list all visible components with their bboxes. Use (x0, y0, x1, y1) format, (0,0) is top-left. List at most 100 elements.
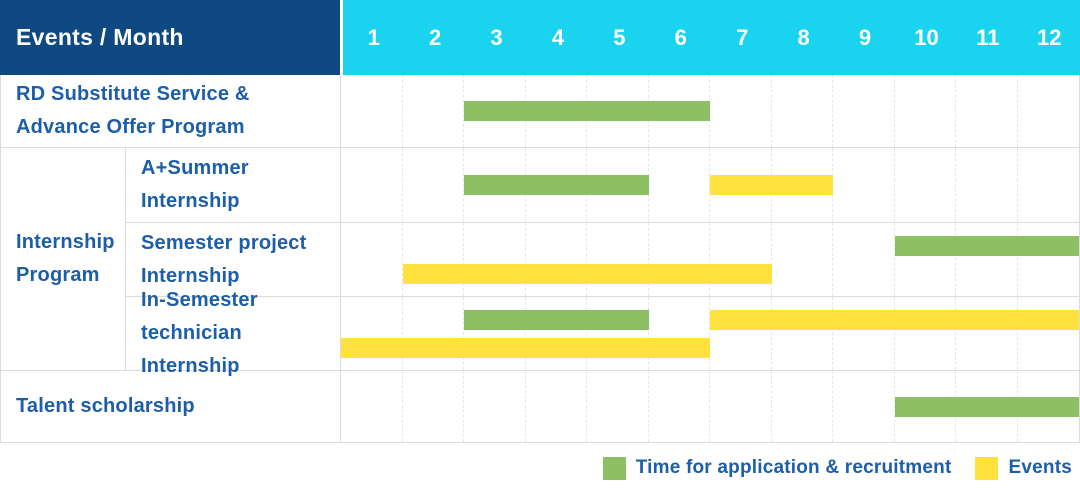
month-column (341, 148, 403, 222)
month-gridlines (341, 223, 1079, 296)
month-column (341, 75, 403, 147)
month-column (464, 371, 526, 442)
month-header-10: 10 (914, 24, 939, 50)
bar-lines (341, 371, 1079, 442)
bar-line (341, 309, 1079, 330)
month-header-3: 3 (490, 24, 503, 50)
month-column (403, 297, 464, 370)
row-chart-cell (340, 222, 1079, 296)
month-column (956, 297, 1018, 370)
row-label-line: Internship (141, 264, 240, 287)
row-label: Semester project Internship (125, 222, 340, 296)
legend-label: Time for application & recruitment (635, 457, 952, 478)
legend-swatch-green (602, 456, 626, 480)
month-column (587, 371, 649, 442)
row-chart-cell (340, 75, 1079, 147)
month-header-2: 2 (428, 24, 442, 50)
month-column (649, 371, 710, 442)
month-column (649, 223, 710, 296)
month-gridlines (341, 297, 1079, 370)
gantt-bar-green (894, 235, 1079, 256)
legend-item-application-recruitment: Time for application & recruitment (602, 456, 952, 480)
gantt-bar-yellow (710, 309, 1079, 330)
row-label-line: A+Summer (141, 157, 249, 179)
bar-lines (341, 148, 1079, 222)
month-column (833, 148, 895, 222)
row-label: RD Substitute Service & Advance Offer Pro… (1, 75, 340, 147)
month-column (649, 148, 710, 222)
month-column (956, 148, 1018, 222)
events-month-header: Events / Month (0, 0, 340, 75)
month-header-11: 11 (976, 24, 1000, 50)
row-label: Talent scholarship (1, 371, 340, 442)
gantt-row: RD Substitute Service & Advance Offer Pro… (1, 75, 1079, 147)
month-column (526, 223, 587, 296)
legend-label: Events (1008, 457, 1072, 478)
group-label-line: Program (16, 264, 100, 286)
month-column (956, 75, 1018, 147)
row-label-line: Talent scholarship (16, 395, 195, 417)
month-column (526, 371, 587, 442)
bar-line (341, 263, 1079, 284)
month-column (895, 297, 956, 370)
bar-lines (341, 75, 1079, 147)
row-chart-cell (340, 371, 1079, 442)
row-label-line: RD Substitute Service & (16, 83, 250, 105)
bar-lines (341, 223, 1079, 296)
month-header-4: 4 (551, 24, 565, 50)
month-column (895, 75, 956, 147)
month-column (710, 371, 772, 442)
month-column (895, 223, 956, 296)
month-column (403, 223, 464, 296)
month-column (772, 297, 833, 370)
month-column (403, 371, 464, 442)
row-label: In-Semester technician Internship (125, 289, 340, 377)
month-header-6: 6 (674, 24, 687, 50)
month-column (833, 75, 895, 147)
gantt-bar-green (894, 396, 1079, 417)
month-column (833, 297, 895, 370)
gantt-bar-green (464, 101, 710, 121)
month-column (710, 297, 772, 370)
month-column (587, 297, 649, 370)
month-column (464, 297, 526, 370)
month-header-5: 5 (613, 24, 626, 50)
group-label-line: Internship (16, 231, 115, 253)
bar-line (341, 396, 1079, 417)
month-column (587, 223, 649, 296)
row-label-line: technician Internship (141, 322, 242, 377)
month-header-9: 9 (858, 24, 872, 50)
row-group-internship-program: Internship Program A+Summer Internship Semes… (1, 147, 1079, 377)
bar-line (341, 337, 1079, 358)
month-column (526, 297, 587, 370)
month-column (833, 223, 895, 296)
gantt-bar-yellow (341, 337, 710, 358)
gantt-bar-green (464, 175, 649, 195)
month-column (772, 371, 833, 442)
month-header-1: 1 (367, 24, 380, 50)
bar-line (341, 235, 1079, 256)
table-header-row: Events / Month 1 2 3 4 5 6 7 8 9 10 11 12 (0, 0, 1080, 75)
legend-swatch-yellow (975, 456, 999, 480)
month-column (833, 371, 895, 442)
month-column (341, 297, 403, 370)
gantt-bar-green (464, 309, 649, 330)
month-header-strip: 1 2 3 4 5 6 7 8 9 10 11 12 (340, 0, 1080, 75)
month-column (710, 75, 772, 147)
row-label: A+Summer Internship (125, 148, 340, 222)
row-label-line: Advance Offer Program (16, 116, 245, 138)
month-column (403, 148, 464, 222)
month-column (403, 75, 464, 147)
bar-line (341, 175, 1079, 195)
month-header-12: 12 (1037, 24, 1062, 50)
month-header-8: 8 (797, 24, 810, 50)
legend: Time for application & recruitment Event… (0, 443, 1080, 493)
bar-lines (341, 297, 1079, 370)
month-column (649, 297, 710, 370)
gantt-table: Events / Month 1 2 3 4 5 6 7 8 9 10 11 12 RD Substi… (0, 0, 1080, 443)
bar-line (341, 101, 1079, 121)
month-column (772, 223, 833, 296)
gantt-bar-yellow (402, 263, 772, 284)
month-column (464, 223, 526, 296)
row-label-line: Semester project (141, 231, 307, 254)
